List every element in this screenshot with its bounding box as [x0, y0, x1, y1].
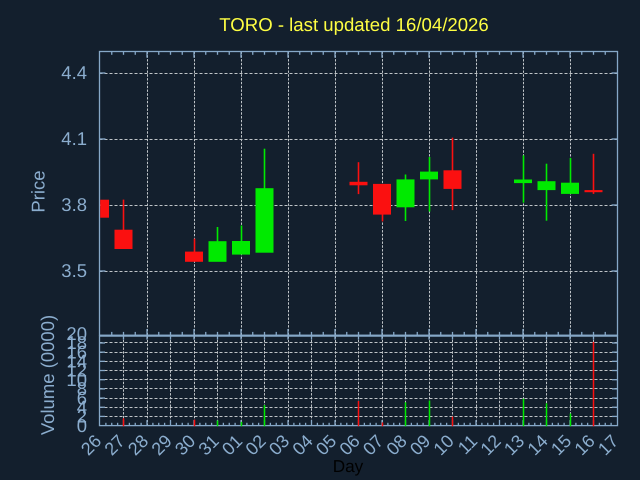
svg-text:3.8: 3.8: [61, 194, 87, 215]
svg-text:Day: Day: [333, 456, 364, 476]
svg-text:6: 6: [77, 387, 87, 408]
svg-text:10: 10: [66, 369, 87, 390]
svg-text:14: 14: [66, 351, 87, 372]
svg-text:12: 12: [66, 360, 87, 381]
svg-text:Volume (0000): Volume (0000): [37, 315, 58, 435]
svg-text:4.1: 4.1: [61, 128, 87, 149]
svg-text:8: 8: [77, 378, 87, 399]
svg-text:TORO - last updated 16/04/2026: TORO - last updated 16/04/2026: [219, 14, 488, 35]
svg-text:4.4: 4.4: [61, 62, 87, 83]
svg-text:16: 16: [66, 341, 87, 362]
svg-text:4: 4: [77, 396, 87, 417]
svg-text:2: 2: [77, 406, 87, 427]
svg-text:Price: Price: [28, 170, 49, 212]
svg-text:0: 0: [77, 415, 87, 436]
svg-text:3.5: 3.5: [61, 260, 87, 281]
svg-text:20: 20: [66, 323, 87, 344]
svg-text:18: 18: [66, 332, 87, 353]
